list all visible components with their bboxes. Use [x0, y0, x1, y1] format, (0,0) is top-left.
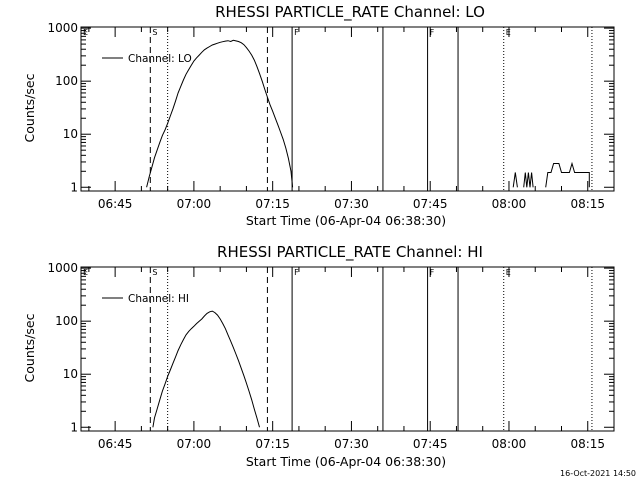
x-tick-label-hi: 06:45 — [98, 437, 133, 451]
y-tick-label-hi: 1000 — [47, 261, 78, 275]
x-tick-label-hi: 07:30 — [334, 437, 369, 451]
event-marker-label-lo: E — [83, 28, 88, 37]
x-tick-label-lo: 07:45 — [413, 197, 448, 211]
y-tick-label-hi: 1 — [70, 420, 78, 434]
x-axis-label-lo: Start Time (06-Apr-04 06:38:30) — [246, 213, 446, 228]
series-line-lo — [512, 172, 518, 188]
x-tick-label-lo: 07:15 — [255, 197, 290, 211]
y-tick-label-lo: 1 — [70, 180, 78, 194]
y-axis-label-hi: Counts/sec — [22, 313, 37, 382]
y-tick-label-hi: 10 — [63, 367, 78, 381]
x-tick-label-lo: 06:45 — [98, 197, 133, 211]
x-tick-label-lo: 07:30 — [334, 197, 369, 211]
y-tick-label-lo: 1000 — [47, 21, 78, 35]
legend-label-lo: Channel: LO — [128, 53, 192, 65]
footer-timestamp: 16-Oct-2021 14:50 — [560, 469, 636, 478]
event-marker-label-lo: F — [294, 28, 299, 37]
y-axis-label-lo: Counts/sec — [22, 73, 37, 142]
series-line-lo — [146, 39, 294, 188]
legend-label-hi: Channel: HI — [128, 293, 189, 305]
plot-frame-hi — [80, 266, 615, 432]
event-marker-label-hi: S — [152, 268, 157, 277]
x-tick-label-hi: 08:00 — [492, 437, 527, 451]
plot-frame-lo — [80, 26, 615, 192]
event-marker-label-hi: E — [506, 268, 511, 277]
x-tick-label-hi: 07:00 — [177, 437, 212, 451]
x-tick-label-lo: 07:00 — [177, 197, 212, 211]
event-marker-label-lo: F — [430, 28, 435, 37]
x-tick-label-hi: 07:45 — [413, 437, 448, 451]
event-marker-label-hi: E — [83, 268, 88, 277]
x-tick-label-lo: 08:15 — [570, 197, 605, 211]
x-tick-label-hi: 07:15 — [255, 437, 290, 451]
y-tick-label-hi: 100 — [55, 314, 78, 328]
chart-title-hi: RHESSI PARTICLE_RATE Channel: HI — [217, 243, 483, 262]
series-line-hi — [152, 310, 260, 428]
marks-hi: 06:45 07:00 07:15 07:30 07:45 08:00 08:15 1 10 10… — [47, 261, 615, 451]
panel-hi: RHESSI PARTICLE_RATE Channel: HI 06:45 07… — [22, 243, 615, 469]
x-tick-label-lo: 08:00 — [492, 197, 527, 211]
series-line-lo — [545, 161, 590, 188]
series-line-lo — [523, 172, 534, 188]
marks-lo: 06:45 07:00 07:15 07:30 07:45 08:00 08:15 1 10 10… — [47, 21, 615, 211]
y-tick-label-lo: 10 — [63, 127, 78, 141]
panel-lo: RHESSI PARTICLE_RATE Channel: LO 06:45 07… — [22, 3, 615, 228]
event-marker-label-hi: F — [430, 268, 435, 277]
chart-title-lo: RHESSI PARTICLE_RATE Channel: LO — [215, 3, 485, 22]
x-axis-label-hi: Start Time (06-Apr-04 06:38:30) — [246, 454, 446, 469]
x-tick-label-hi: 08:15 — [570, 437, 605, 451]
event-marker-label-hi: F — [294, 268, 299, 277]
event-marker-label-lo: S — [152, 28, 157, 37]
event-marker-label-lo: E — [506, 28, 511, 37]
y-tick-label-lo: 100 — [55, 74, 78, 88]
